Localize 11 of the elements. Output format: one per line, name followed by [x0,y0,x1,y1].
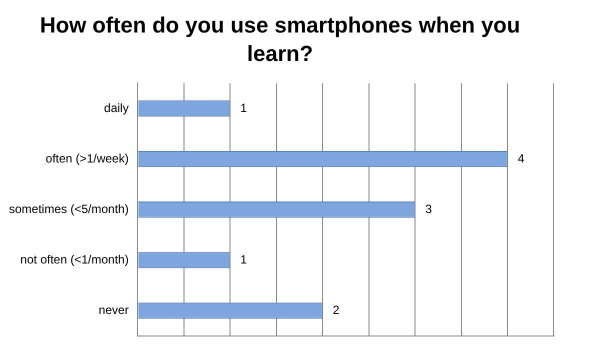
data-label: 3 [425,202,432,216]
y-tick-label: daily [104,100,129,115]
y-tick-label: often (>1/week) [46,151,129,166]
data-label: 1 [240,100,248,115]
data-label: 2 [332,303,340,318]
data-label: 4 [518,151,525,166]
chart-title: How often do you use smartphones when you learn? [40,12,520,66]
y-tick-label: sometimes (<5/month) [8,202,129,216]
data-label: 1 [240,252,248,266]
y-tick-label: never [98,303,129,318]
y-tick-label: not often (<1/month) [20,252,129,266]
